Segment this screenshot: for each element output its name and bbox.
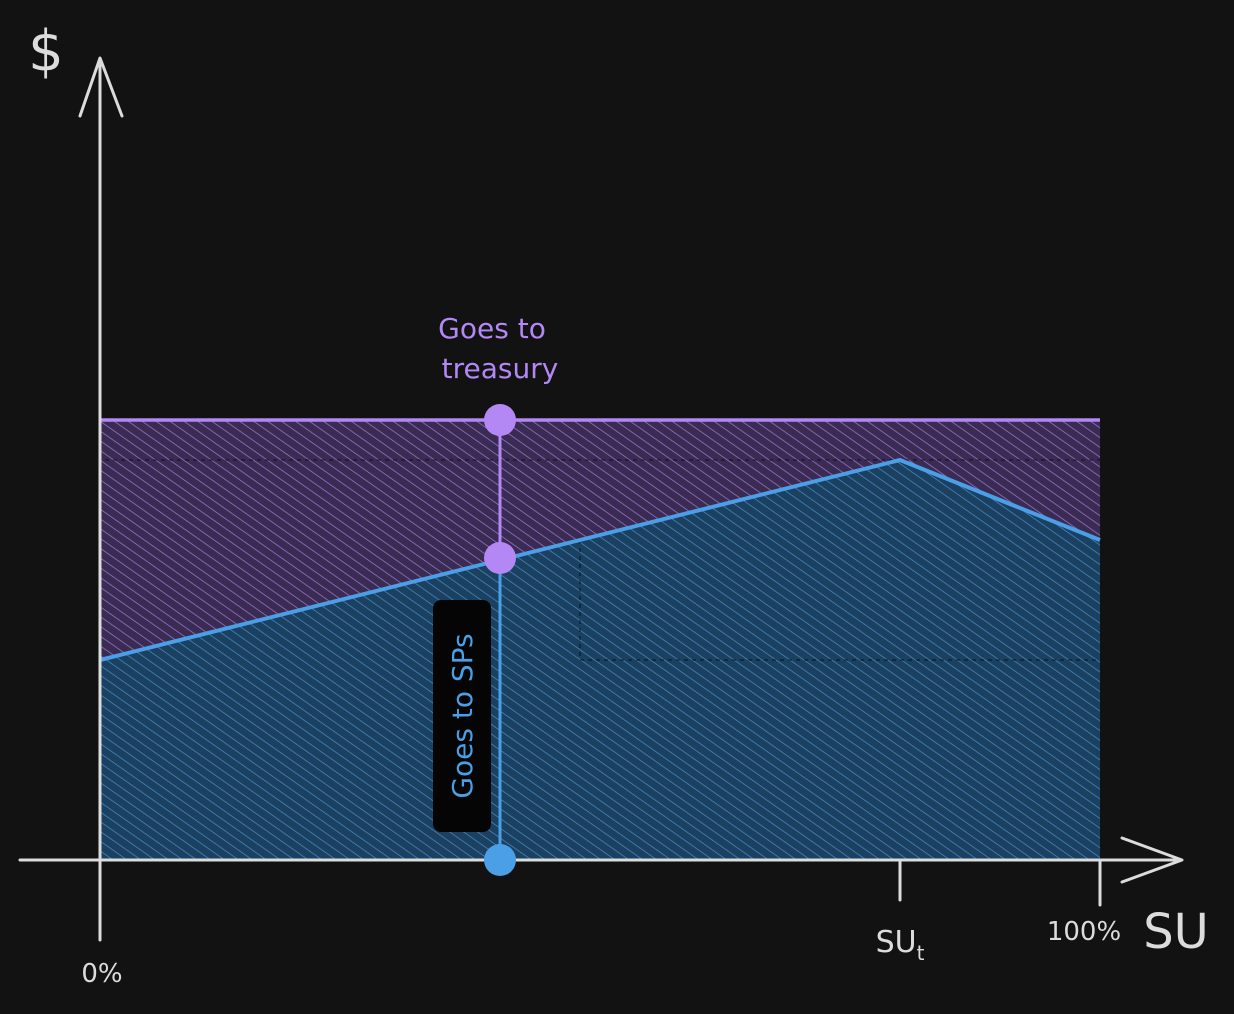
x-axis-arrowhead bbox=[1120, 836, 1184, 884]
treasury-label-line1: Goes to bbox=[438, 312, 546, 345]
treasury-region bbox=[100, 420, 1100, 660]
curve-split-marker bbox=[484, 542, 516, 574]
sps-label-box bbox=[433, 600, 491, 832]
sps-base-marker bbox=[484, 844, 516, 876]
sps-region bbox=[100, 460, 1100, 860]
x-threshold-label: SUt bbox=[876, 925, 925, 965]
y-axis-symbol: $ bbox=[28, 19, 64, 84]
sps-region-label: Goes to SPs bbox=[446, 633, 479, 798]
x-threshold-label-subscript: t bbox=[917, 941, 925, 965]
x-threshold-label-main: SU bbox=[876, 925, 917, 960]
x-end-label: 100% bbox=[1047, 917, 1121, 947]
x-start-label: 0% bbox=[81, 959, 122, 989]
treasury-label-line2: treasury bbox=[442, 352, 559, 385]
sps-revenue-curve bbox=[99, 458, 1101, 662]
treasury-top-marker bbox=[484, 404, 516, 436]
y-axis-arrowhead bbox=[78, 56, 124, 118]
x-axis-symbol: SU bbox=[1143, 904, 1209, 960]
